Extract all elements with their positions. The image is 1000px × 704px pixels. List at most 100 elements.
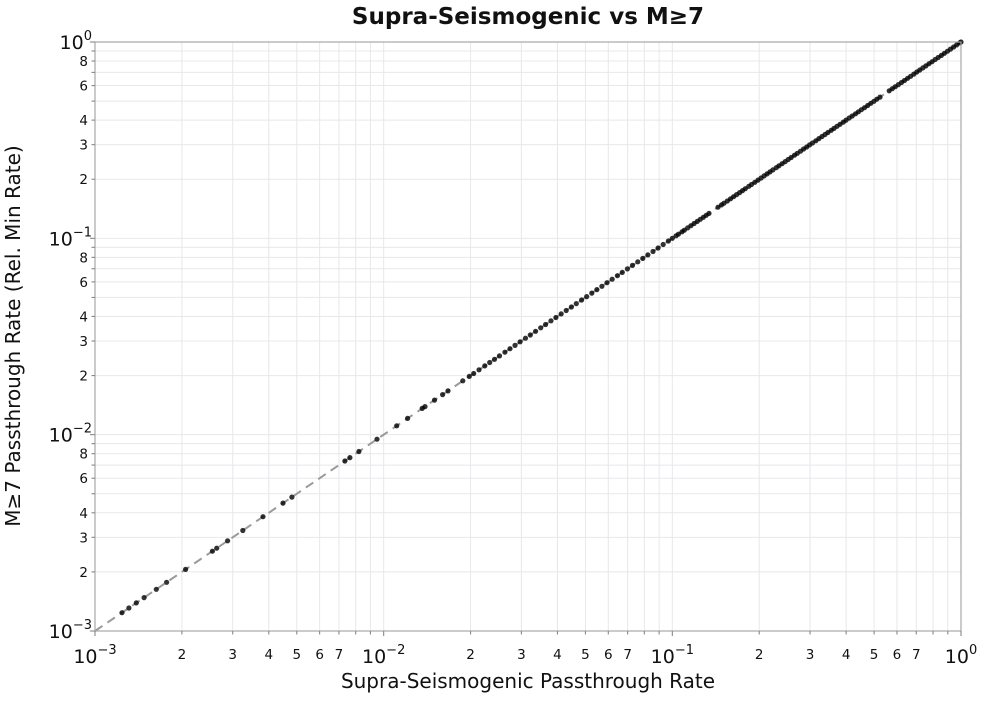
x-axis-label: Supra-Seismogenic Passthrough Rate xyxy=(341,669,715,693)
scatter-point xyxy=(548,318,554,324)
scatter-point xyxy=(589,290,595,296)
scatter-point xyxy=(356,448,362,455)
scatter-point xyxy=(507,346,513,352)
scatter-point xyxy=(466,373,472,379)
scatter-point xyxy=(394,423,400,429)
scatter-point xyxy=(877,94,883,100)
scatter-point xyxy=(280,500,286,506)
x-major-tick-label: 10−1 xyxy=(651,643,694,668)
scatter-point xyxy=(347,455,353,461)
scatter-point xyxy=(512,342,518,348)
scatter-point xyxy=(594,287,600,293)
scatter-point xyxy=(706,210,712,216)
scatter-point xyxy=(141,595,147,601)
scatter-points xyxy=(119,39,964,616)
scatter-point xyxy=(502,349,508,355)
x-minor-tick-label: 7 xyxy=(912,647,921,663)
scatter-point xyxy=(240,527,246,534)
scatter-point xyxy=(289,494,295,500)
scatter-point xyxy=(214,545,220,551)
scatter-point xyxy=(665,238,672,244)
scatter-point xyxy=(133,600,139,606)
x-minor-tick-label: 2 xyxy=(755,647,764,663)
y-minor-tick-label: 6 xyxy=(79,275,88,291)
scatter-point xyxy=(669,235,675,241)
y-minor-tick-label: 8 xyxy=(79,54,88,70)
scatter-point xyxy=(431,397,438,403)
scatter-point xyxy=(553,314,559,321)
y-major-tick-label: 10−1 xyxy=(49,225,92,250)
scatter-point xyxy=(599,283,605,289)
scatter-point xyxy=(153,586,159,592)
scatter-point xyxy=(374,436,380,442)
y-minor-tick-label: 4 xyxy=(79,113,88,129)
grid xyxy=(94,41,962,632)
scatter-point xyxy=(533,328,539,334)
scatter-point xyxy=(568,304,575,310)
y-minor-tick-label: 4 xyxy=(79,309,88,325)
scatter-point xyxy=(482,363,488,369)
x-major-tick-label: 10−2 xyxy=(362,643,405,668)
y-minor-tick-label: 8 xyxy=(79,250,88,266)
y-major-tick-label: 10−2 xyxy=(49,422,92,447)
scatter-point xyxy=(629,262,636,268)
y-minor-tick-label: 2 xyxy=(79,172,88,188)
scatter-point xyxy=(543,321,549,328)
scatter-point xyxy=(527,332,533,338)
scatter-point xyxy=(445,388,451,394)
scatter-point xyxy=(225,538,231,544)
y-minor-tick-label: 3 xyxy=(79,334,88,350)
scatter-point xyxy=(538,325,544,331)
y-minor-tick-label: 3 xyxy=(79,530,88,546)
scatter-point xyxy=(126,605,132,611)
x-minor-tick-label: 2 xyxy=(466,647,475,663)
x-minor-tick-label: 4 xyxy=(842,647,851,663)
scatter-point xyxy=(655,245,661,251)
scatter-point xyxy=(422,404,428,410)
x-major-tick-label: 10−3 xyxy=(73,643,116,668)
scatter-point xyxy=(579,297,585,303)
scatter-point xyxy=(619,269,625,275)
scatter-point xyxy=(624,266,631,272)
scatter-point xyxy=(563,307,569,314)
x-minor-tick-label: 4 xyxy=(553,647,562,663)
x-minor-tick-label: 5 xyxy=(292,647,301,663)
y-minor-tick-label: 6 xyxy=(79,79,88,95)
scatter-point xyxy=(487,359,493,366)
y-major-tick-label: 100 xyxy=(60,29,92,54)
scatter-point xyxy=(405,415,411,421)
x-minor-tick-label: 6 xyxy=(893,647,902,663)
x-minor-tick-label: 3 xyxy=(806,647,815,663)
x-minor-tick-label: 5 xyxy=(870,647,879,663)
x-major-tick-label: 100 xyxy=(945,643,977,668)
plot-border xyxy=(94,41,962,632)
scatter-point xyxy=(522,335,529,341)
x-minor-tick-label: 3 xyxy=(517,647,526,663)
y-minor-tick-label: 2 xyxy=(79,565,88,581)
y-axis-label: M≥7 Passthrough Rate (Rel. Min Rate) xyxy=(1,145,25,526)
scatter-point xyxy=(496,353,503,359)
scatter-point xyxy=(342,458,348,464)
scatter-point xyxy=(604,280,610,286)
scatter-point xyxy=(471,370,477,377)
chart-title: Supra-Seismogenic vs M≥7 xyxy=(352,4,704,30)
x-minor-tick-label: 7 xyxy=(335,647,344,663)
scatter-point xyxy=(440,392,446,398)
scatter-point xyxy=(491,356,498,362)
scatter-point xyxy=(558,311,564,317)
scatter-point xyxy=(650,248,656,255)
scatter-point xyxy=(614,273,621,279)
y-minor-tick-label: 3 xyxy=(79,138,88,154)
x-minor-tick-label: 7 xyxy=(623,647,632,663)
scatter-point xyxy=(260,514,266,520)
scatter-point xyxy=(119,610,125,616)
x-minor-tick-label: 2 xyxy=(178,647,187,663)
scatter-point xyxy=(645,252,651,258)
scatter-point xyxy=(183,566,189,573)
x-minor-tick-label: 5 xyxy=(581,647,590,663)
scatter-point xyxy=(209,548,215,554)
scatter-point xyxy=(640,255,646,261)
x-minor-tick-label: 6 xyxy=(604,647,613,663)
x-minor-tick-label: 6 xyxy=(315,647,324,663)
